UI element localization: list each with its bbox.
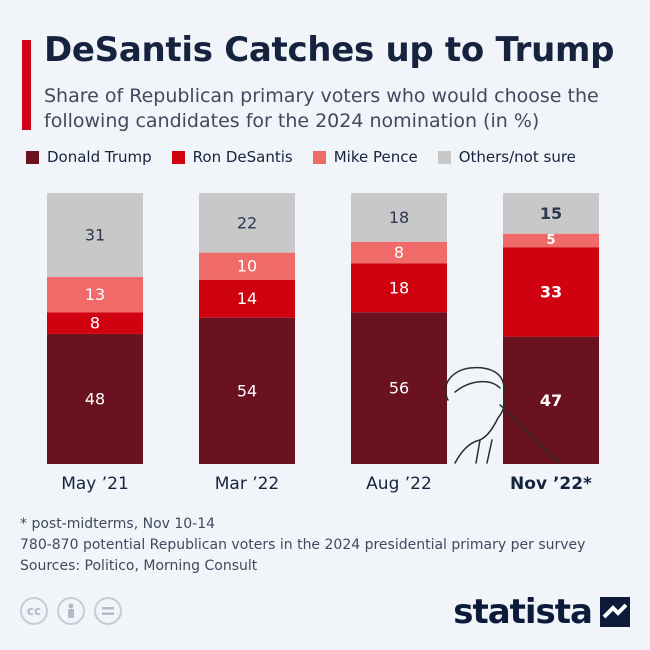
x-tick-label-aug-22: Aug ’22 [366,474,432,494]
bar-segment-others-not-sure-may-21 [47,193,143,278]
bar-segment-ron-desantis-nov-22 [503,247,599,337]
bar-value-label-donald-trump-nov-22: 47 [540,391,562,410]
legend-swatch-desantis [171,150,185,164]
legend-label-others: Others/not sure [458,148,576,166]
bar-segment-others-not-sure-mar-22 [199,193,295,253]
statista-logo[interactable]: statista [453,592,630,632]
license-icons: cc [20,597,131,625]
chart-subtitle: Share of Republican primary voters who w… [44,85,599,132]
legend-swatch-others [437,150,451,164]
bar-segment-donald-trump-may-21 [47,333,143,464]
legend-swatch-pence [312,150,326,164]
cc-icon[interactable]: cc [20,597,48,625]
bar-value-label-mike-pence-nov-22: 5 [546,233,555,248]
bar-segment-ron-desantis-mar-22 [199,279,295,318]
bars-group: 48 8 13 31 54 14 10 22 56 18 8 18 47 33 5 15 [47,193,599,464]
bar-segment-mike-pence-mar-22 [199,252,295,280]
bar-value-label-donald-trump-may-21: 48 [85,389,105,408]
bar-segment-ron-desantis-aug-22 [351,263,447,313]
trump-caricature-illustration [444,366,561,464]
bar-value-label-mike-pence-aug-22: 8 [394,243,404,262]
legend-label-trump: Donald Trump [47,148,152,166]
bar-value-label-others-not-sure-nov-22: 15 [540,204,562,223]
bar-segment-donald-trump-nov-22 [503,336,599,464]
bar-value-label-others-not-sure-aug-22: 18 [389,208,409,227]
legend-item-pence: Mike Pence [312,148,418,166]
x-tick-label-nov-22: Nov ’22* [510,474,592,494]
bar-value-label-ron-desantis-nov-22: 33 [540,282,562,301]
bar-value-label-ron-desantis-aug-22: 18 [389,278,409,297]
bar-segment-mike-pence-may-21 [47,277,143,313]
bar-segment-mike-pence-aug-22 [351,241,447,264]
legend-item-desantis: Ron DeSantis [171,148,293,166]
legend-item-others: Others/not sure [437,148,576,166]
bar-value-label-ron-desantis-may-21: 8 [90,314,100,333]
legend-label-desantis: Ron DeSantis [192,148,293,166]
legend: Donald Trump Ron DeSantis Mike Pence Oth… [26,148,596,166]
footnote-sources: Sources: Politico, Morning Consult [20,558,258,574]
bar-value-label-ron-desantis-mar-22: 14 [237,289,257,308]
bar-value-label-donald-trump-mar-22: 54 [237,381,257,400]
statista-logo-icon [600,597,630,627]
bar-value-label-mike-pence-mar-22: 10 [237,257,257,276]
nd-icon[interactable] [94,597,122,625]
bar-value-label-donald-trump-aug-22: 56 [389,379,409,398]
legend-label-pence: Mike Pence [333,148,418,166]
footnote-asterisk: * post-midterms, Nov 10-14 [20,516,216,532]
legend-swatch-trump [26,150,39,164]
bar-value-label-others-not-sure-mar-22: 22 [237,213,257,232]
statista-wordmark: statista [453,592,593,632]
footnotes: * post-midterms, Nov 10-14 780-870 poten… [20,514,585,577]
footnote-sample: 780-870 potential Republican voters in t… [20,537,586,553]
bar-segment-ron-desantis-may-21 [47,312,143,334]
stacked-bar-chart: 48 8 13 31 54 14 10 22 56 18 8 18 47 33 5 15 May ’21 Mar… [47,193,599,494]
legend-item-trump: Donald Trump [26,148,152,166]
bar-segment-donald-trump-mar-22 [199,317,295,464]
title-accent-bar [22,40,31,130]
x-tick-label-mar-22: Mar ’22 [215,474,280,494]
x-axis-labels: May ’21 Mar ’22 Aug ’22 Nov ’22* [61,474,592,494]
bar-segment-donald-trump-aug-22 [351,312,447,464]
x-tick-label-may-21: May ’21 [61,474,129,494]
by-icon[interactable] [57,597,85,625]
bar-segment-others-not-sure-aug-22 [351,193,447,242]
bar-value-label-mike-pence-may-21: 13 [85,285,105,304]
bar-segment-mike-pence-nov-22 [503,233,599,248]
chart-title: DeSantis Catches up to Trump [44,30,615,70]
bar-value-label-others-not-sure-may-21: 31 [85,226,105,245]
bar-segment-others-not-sure-nov-22 [503,193,599,234]
